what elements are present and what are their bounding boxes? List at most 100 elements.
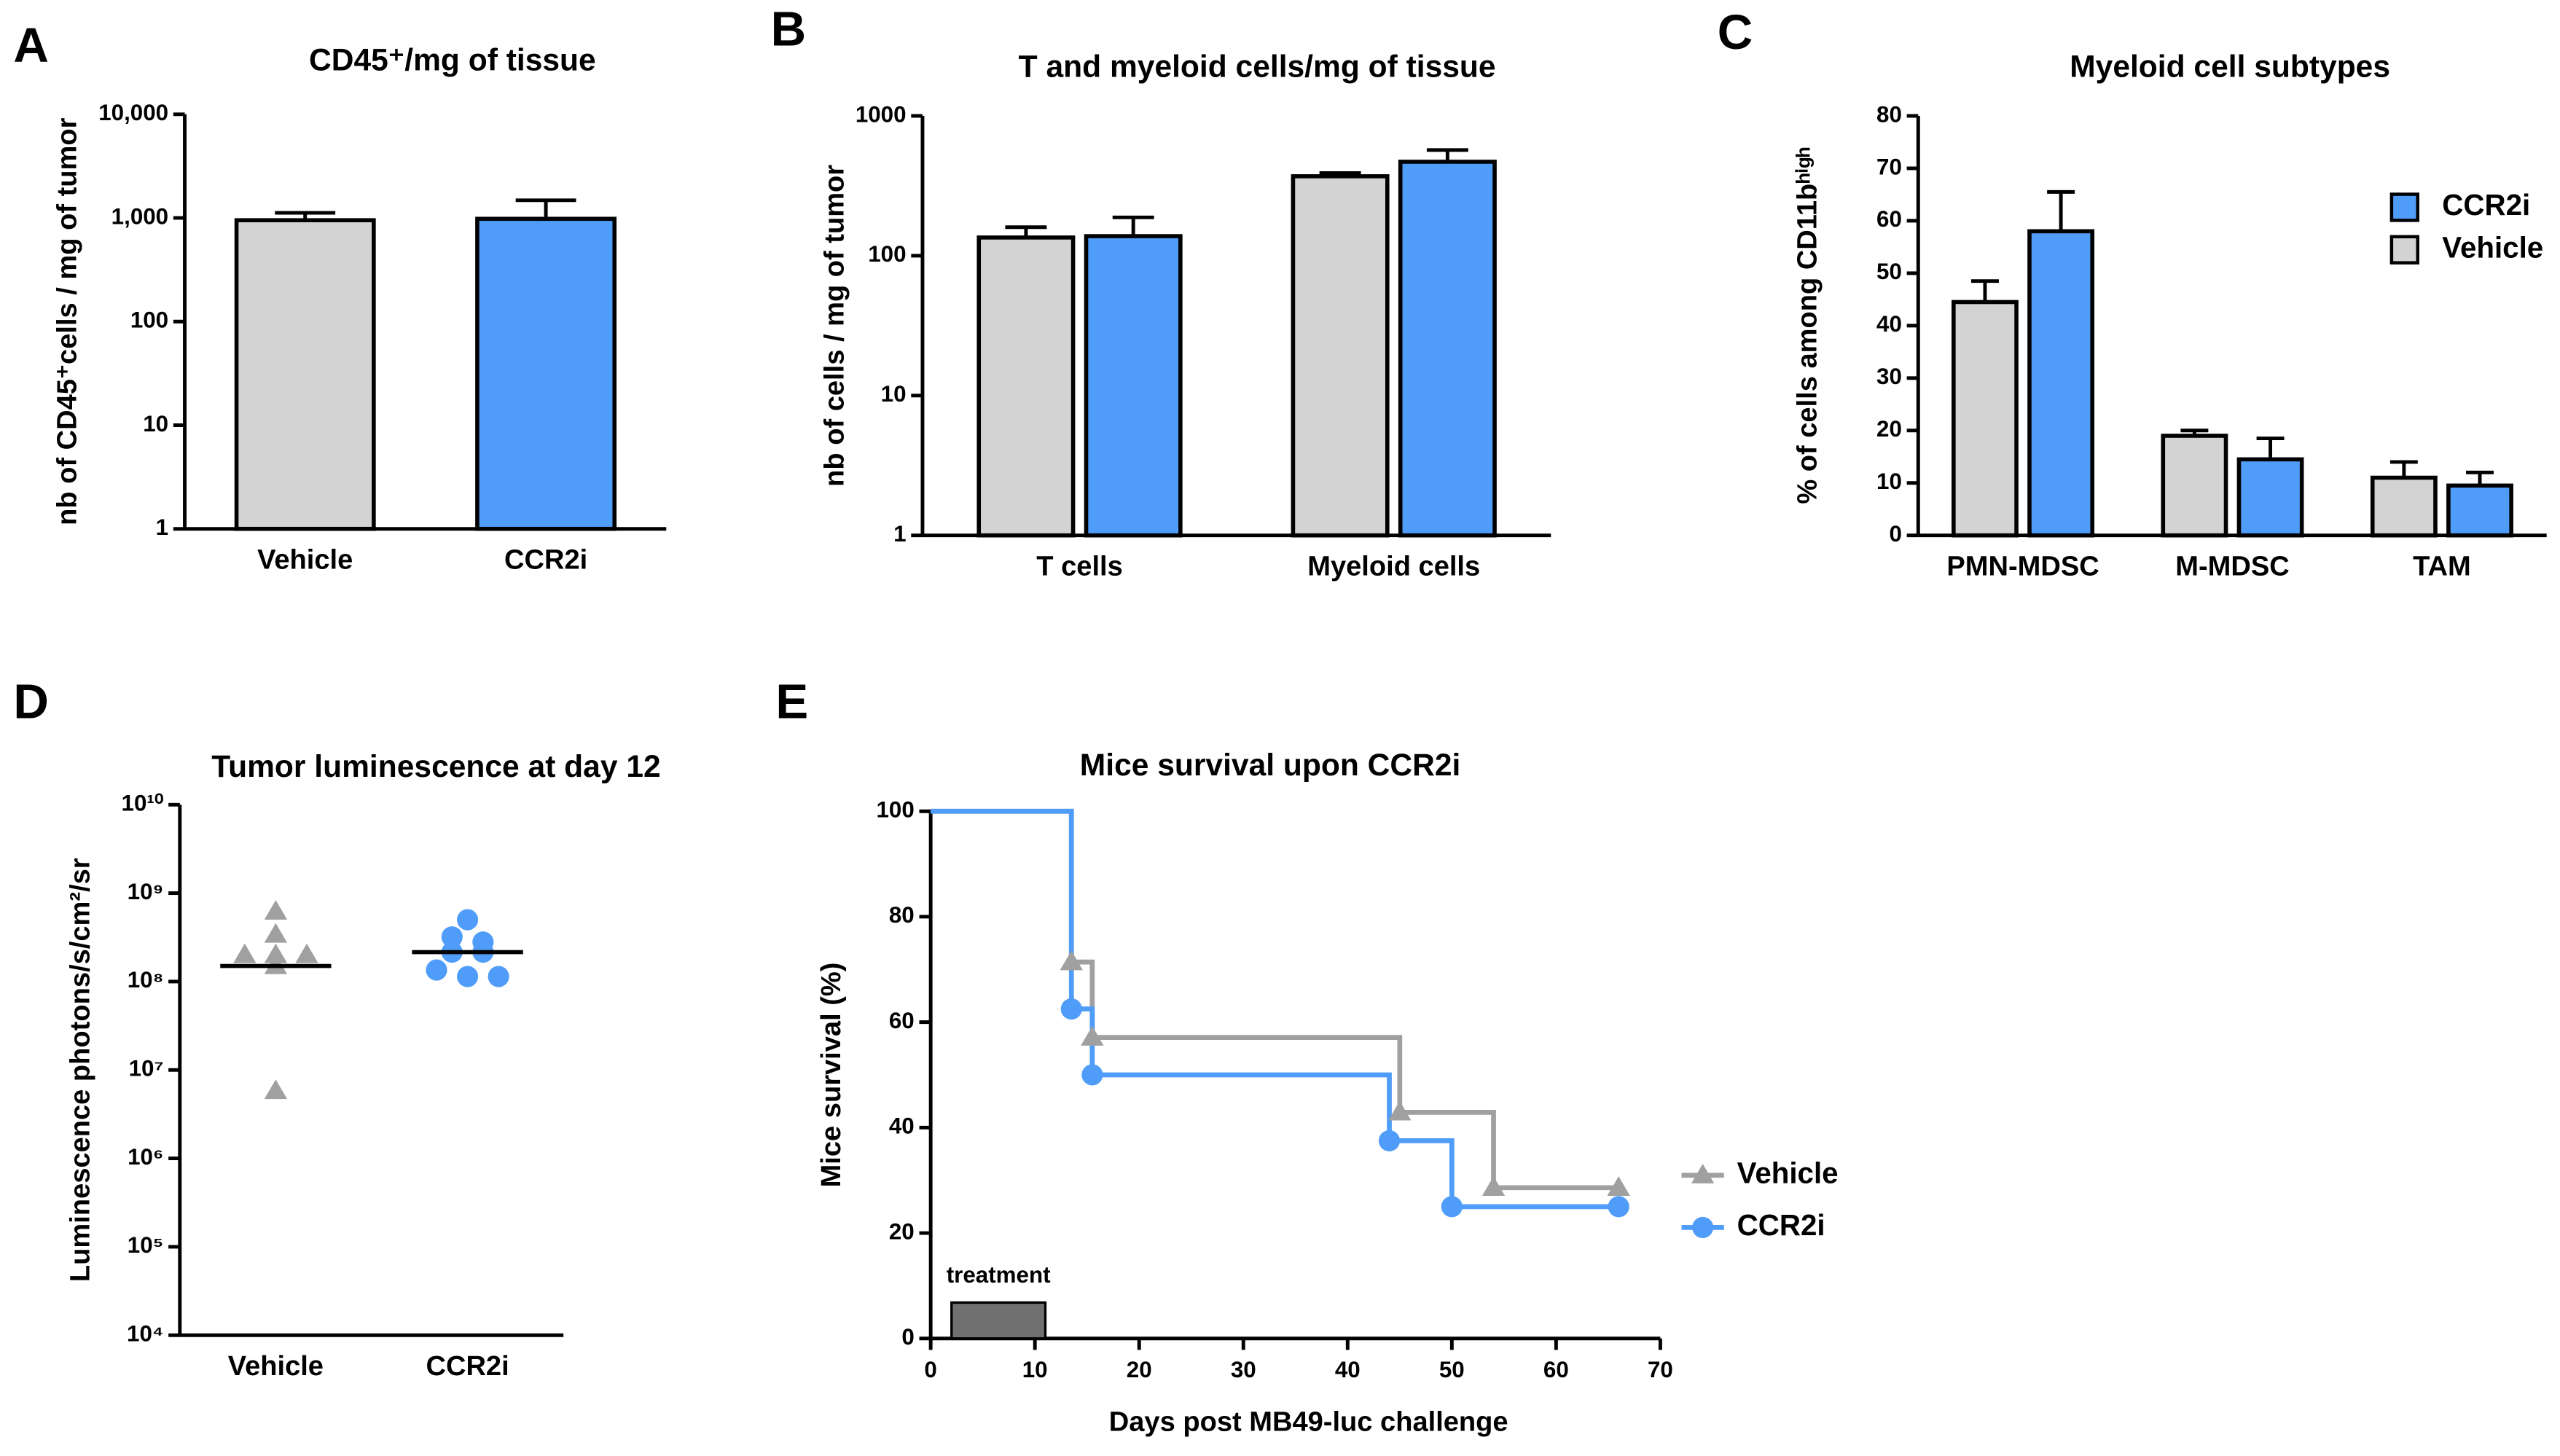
error-bar	[2047, 189, 2075, 232]
y-tick-label: 10⁷	[129, 1056, 164, 1081]
y-axis-label: nb of cells / mg of tumor	[819, 165, 850, 487]
x-tick-label: 70	[1648, 1357, 1673, 1382]
x-tick-label: CCR2i	[504, 545, 587, 576]
chart-title: T and myeloid cells/mg of tissue	[1019, 49, 1496, 84]
error-bar	[515, 198, 576, 219]
bar	[2446, 483, 2513, 538]
y-tick-label: 30	[1876, 364, 1902, 389]
legend-label: CCR2i	[1737, 1209, 1825, 1242]
bar	[976, 235, 1076, 538]
y-tick-label: 10,000	[98, 100, 168, 125]
point	[1608, 1196, 1629, 1218]
bar	[1398, 160, 1497, 538]
legend-label: Vehicle	[1737, 1156, 1839, 1189]
x-tick-label: T cells	[1036, 552, 1122, 582]
y-tick-label: 1	[156, 514, 168, 540]
error-bar	[1005, 225, 1047, 238]
panel-letter: B	[771, 2, 807, 57]
point	[488, 966, 509, 987]
x-axis-label: Days post MB49-luc challenge	[1109, 1406, 1508, 1437]
x-tick-label: Vehicle	[228, 1351, 324, 1382]
y-tick-label: 20	[889, 1218, 915, 1244]
x-tick-label: PMN-MDSC	[1946, 552, 2099, 582]
legend-swatch	[2389, 192, 2419, 222]
y-tick-label: 100	[876, 797, 914, 823]
point	[457, 966, 479, 987]
bar	[2161, 434, 2228, 538]
error-bar	[1426, 148, 1468, 162]
point	[264, 923, 288, 943]
point	[1481, 1176, 1506, 1197]
y-tick-label: 100	[868, 241, 906, 267]
y-tick-label: 0	[1889, 521, 1901, 547]
bar	[1291, 174, 1390, 538]
error-bar	[2256, 437, 2285, 460]
point	[233, 943, 257, 963]
survival-line	[931, 808, 1619, 1210]
point	[295, 943, 318, 963]
chart-title: Myeloid cell subtypes	[2070, 49, 2390, 84]
y-tick-label: 70	[1876, 154, 1902, 179]
y-axis-label: Mice survival (%)	[816, 963, 847, 1188]
y-tick-label: 80	[1876, 101, 1902, 127]
x-tick-label: 10	[1022, 1357, 1048, 1382]
chart-title: CD45⁺/mg of tissue	[309, 42, 596, 77]
y-tick-label: 50	[1876, 259, 1902, 284]
x-tick-label: Vehicle	[257, 545, 353, 576]
x-tick-label: M-MDSC	[2175, 552, 2289, 582]
x-tick-label: 50	[1439, 1357, 1465, 1382]
error-bar	[2180, 428, 2209, 436]
point	[1081, 1025, 1104, 1046]
legend-marker	[1691, 1164, 1715, 1183]
point	[1081, 1064, 1103, 1086]
y-tick-label: 100	[130, 308, 168, 333]
y-tick-label: 10⁴	[127, 1321, 163, 1347]
x-tick-label: 40	[1335, 1357, 1361, 1382]
point	[426, 959, 447, 981]
error-bar	[1319, 171, 1361, 176]
y-axis-label: Luminescence photons/s/cm²/sr	[65, 858, 95, 1282]
x-tick-label: CCR2i	[426, 1351, 509, 1382]
point	[457, 909, 479, 931]
panel-letter: A	[13, 18, 49, 73]
point	[1060, 998, 1082, 1020]
panel-letter: C	[1718, 5, 1753, 60]
bar	[475, 216, 617, 531]
error-bar	[2466, 470, 2494, 486]
chart-title: Tumor luminescence at day 12	[211, 749, 660, 784]
bar	[1084, 234, 1183, 538]
error-bar	[1970, 279, 1999, 302]
y-tick-label: 40	[889, 1113, 915, 1139]
y-tick-label: 20	[1876, 416, 1902, 442]
y-tick-label: 60	[1876, 206, 1902, 232]
y-tick-label: 1000	[856, 101, 907, 127]
point	[264, 900, 288, 920]
y-tick-label: 0	[901, 1324, 914, 1350]
y-tick-label: 10	[881, 381, 907, 407]
point	[1388, 1100, 1412, 1121]
x-tick-label: 30	[1231, 1357, 1256, 1382]
x-tick-label: 60	[1543, 1357, 1569, 1382]
panel-letter: D	[13, 674, 49, 729]
y-tick-label: 1	[893, 521, 906, 547]
legend-label: Vehicle	[2442, 231, 2543, 264]
bar	[1952, 300, 2019, 538]
point	[264, 943, 288, 963]
y-tick-label: 10	[1876, 469, 1902, 494]
point	[1060, 950, 1083, 971]
y-tick-label: 80	[889, 902, 915, 928]
x-tick-label: 20	[1127, 1357, 1152, 1382]
bar	[234, 218, 376, 531]
point	[441, 926, 463, 948]
x-tick-label: TAM	[2413, 552, 2471, 582]
treatment-box	[950, 1301, 1047, 1340]
annotation: treatment	[947, 1262, 1051, 1288]
point	[1607, 1176, 1630, 1197]
x-tick-label: Myeloid cells	[1307, 552, 1480, 582]
legend-label: CCR2i	[2442, 189, 2530, 222]
y-tick-label: 10⁵	[128, 1232, 164, 1258]
point	[264, 1079, 288, 1100]
error-bar	[1112, 215, 1154, 237]
y-tick-label: 40	[1876, 311, 1902, 337]
